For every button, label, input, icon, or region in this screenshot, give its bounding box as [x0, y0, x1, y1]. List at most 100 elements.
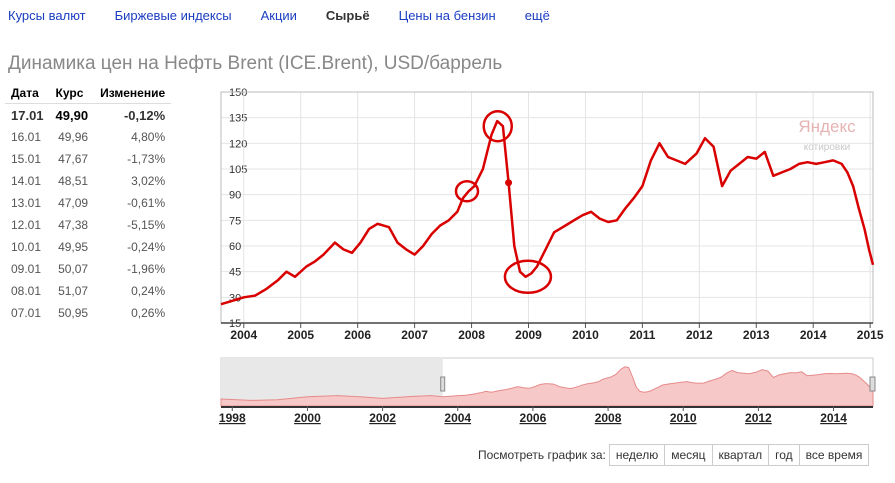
table-row: 08.01 51,07 0,24%	[5, 280, 171, 302]
value-cell: 49,90	[55, 107, 89, 123]
nav-link-0[interactable]: Курсы валют	[8, 8, 86, 23]
watermark-sub: котировки	[804, 142, 850, 153]
y-tick-label: 60	[229, 241, 241, 253]
change-cell: -0,24%	[127, 240, 166, 254]
value-cell: 47,38	[58, 218, 89, 232]
y-tick-label: 90	[229, 190, 241, 202]
period-button-2[interactable]: квартал	[711, 444, 770, 466]
y-tick-label: 75	[229, 215, 241, 227]
x-tick-label: 2004	[230, 328, 257, 342]
change-cell: -0,12%	[123, 107, 166, 123]
change-cell: -1,73%	[127, 152, 166, 166]
value-cell: 50,07	[58, 262, 89, 276]
y-tick-label: 45	[229, 267, 241, 279]
nav-link-4[interactable]: Цены на бензин	[398, 8, 496, 23]
series-line	[220, 119, 875, 306]
table-row: 07.01 50,95 0,26%	[5, 302, 171, 324]
nav-x-tick-label[interactable]: 2008	[595, 411, 622, 425]
nav-link-1[interactable]: Биржевые индексы	[114, 8, 232, 23]
x-tick-label: 2008	[458, 328, 485, 342]
table-row: 17.01 49,90 -0,12%	[5, 104, 171, 127]
nav-x-tick-label[interactable]: 1998	[219, 411, 246, 425]
x-tick-label: 2009	[515, 328, 542, 342]
table-row: 13.01 47,09 -0,61%	[5, 192, 171, 214]
table-row: 09.01 50,07 -1,96%	[5, 258, 171, 280]
value-cell: 48,51	[58, 174, 89, 188]
watermark-brand: Яндекс	[798, 117, 856, 136]
value-cell: 49,95	[58, 240, 89, 254]
date-cell: 14.01	[11, 174, 42, 188]
period-button-4[interactable]: все время	[798, 444, 870, 466]
change-cell: 4,80%	[131, 130, 166, 144]
x-tick-label: 2012	[686, 328, 713, 342]
col-value-header: Курс	[49, 84, 95, 104]
change-cell: 3,02%	[131, 174, 166, 188]
date-cell: 09.01	[11, 262, 42, 276]
nav-x-tick-label[interactable]: 2006	[520, 411, 547, 425]
nav-link-3[interactable]: Сырьё	[325, 8, 370, 23]
x-tick-label: 2005	[287, 328, 314, 342]
change-cell: 0,24%	[131, 284, 166, 298]
value-cell: 47,09	[58, 196, 89, 210]
y-tick-label: 120	[229, 138, 247, 150]
quotes-table: Дата Курс Изменение 17.01 49,90 -0,12% 16.0…	[5, 84, 172, 324]
table-row: 14.01 48,51 3,02%	[5, 170, 171, 192]
period-button-3[interactable]: год	[768, 444, 800, 466]
date-cell: 12.01	[11, 218, 42, 232]
nav-x-tick-label[interactable]: 2014	[820, 411, 847, 425]
period-selector: Посмотреть график за: неделю месяц квартал…	[478, 444, 870, 466]
table-header-row: Дата Курс Изменение	[5, 84, 172, 104]
annotation-circle	[454, 179, 480, 203]
nav-x-tick-label[interactable]: 2000	[294, 411, 321, 425]
annotation-circle	[482, 109, 513, 143]
date-cell: 07.01	[11, 306, 42, 320]
table-row: 15.01 47,67 -1,73%	[5, 148, 171, 170]
value-cell: 50,95	[58, 306, 89, 320]
x-tick-label: 2010	[572, 328, 599, 342]
date-cell: 16.01	[11, 130, 42, 144]
col-date-header: Дата	[5, 84, 50, 104]
data-point-marker	[505, 179, 513, 187]
y-tick-label: 15	[229, 318, 241, 330]
x-tick-label: 2011	[629, 328, 655, 342]
value-cell: 49,96	[58, 130, 89, 144]
table-row: 12.01 47,38 -5,15%	[5, 214, 171, 236]
nav-x-tick-label[interactable]: 2004	[444, 411, 471, 425]
change-cell: -1,96%	[127, 262, 166, 276]
x-tick-label: 2015	[857, 328, 884, 342]
date-cell: 17.01	[11, 107, 44, 123]
period-button-1[interactable]: месяц	[664, 444, 713, 466]
nav-x-tick-label[interactable]: 2002	[369, 411, 396, 425]
change-cell: 0,26%	[131, 306, 166, 320]
date-cell: 10.01	[11, 240, 42, 254]
nav-x-tick-label[interactable]: 2010	[670, 411, 697, 425]
y-tick-label: 105	[229, 164, 247, 176]
change-cell: -0,61%	[127, 196, 166, 210]
navigator-area	[220, 366, 874, 407]
change-cell: -5,15%	[127, 218, 166, 232]
value-cell: 51,07	[58, 284, 89, 298]
annotation-circle	[503, 259, 553, 295]
period-button-0[interactable]: неделю	[608, 444, 666, 466]
table-row: 16.01 49,96 4,80%	[5, 126, 171, 148]
x-tick-label: 2013	[743, 328, 770, 342]
col-change-header: Изменение	[94, 84, 172, 104]
nav-link-2[interactable]: Акции	[260, 8, 297, 23]
period-label: Посмотреть график за:	[478, 448, 606, 462]
date-cell: 08.01	[11, 284, 42, 298]
x-tick-label: 2014	[800, 328, 827, 342]
y-tick-label: 150	[229, 87, 247, 99]
value-cell: 47,67	[58, 152, 89, 166]
navigator-handle-left[interactable]	[440, 376, 446, 392]
page-title: Динамика цен на Нефть Brent (ICE.Brent),…	[8, 53, 503, 74]
navigator-handle-right[interactable]	[869, 376, 876, 392]
nav-x-tick-label[interactable]: 2012	[745, 411, 772, 425]
top-nav: Курсы валют Биржевые индексы Акции Сырьё Цен…	[8, 8, 579, 23]
plot-frame	[220, 91, 874, 324]
x-tick-label: 2006	[344, 328, 371, 342]
y-tick-label: 135	[229, 113, 247, 125]
table-row: 10.01 49,95 -0,24%	[5, 236, 171, 258]
nav-link-5[interactable]: ещё	[524, 8, 550, 23]
date-cell: 13.01	[11, 196, 42, 210]
